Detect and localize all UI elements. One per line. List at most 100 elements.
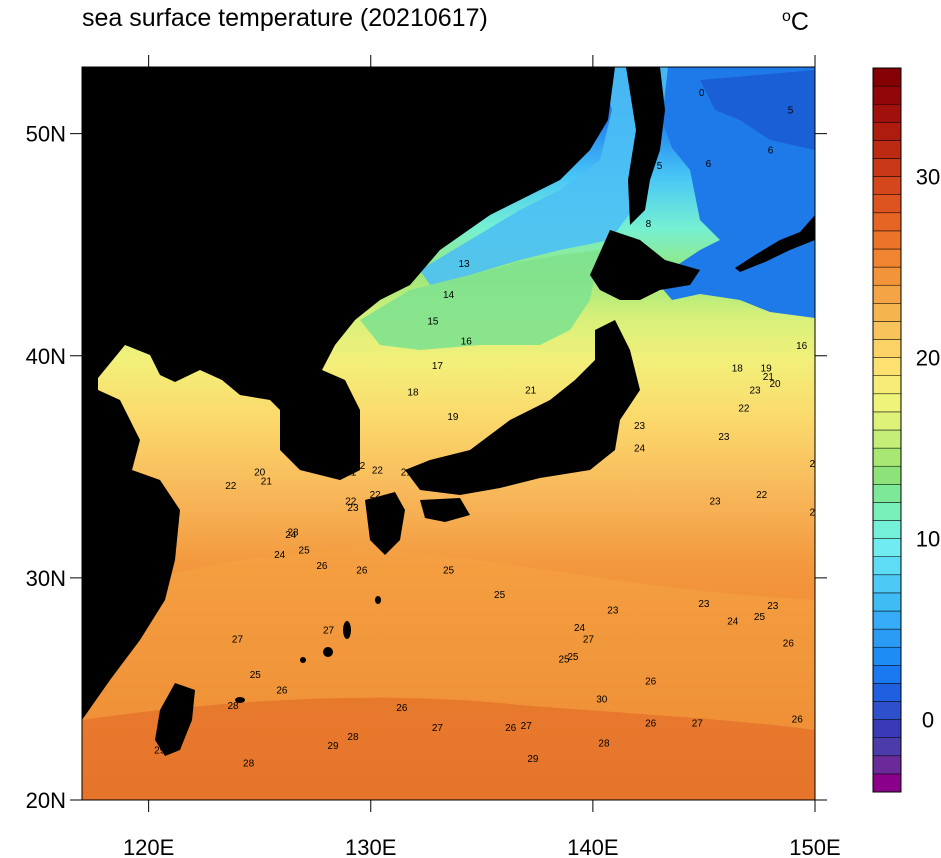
contour-label: 23 — [767, 601, 779, 612]
colorbar-swatch — [872, 683, 902, 702]
contour-label: 13 — [458, 259, 470, 270]
contour-label: 22 — [738, 403, 750, 414]
contour-label: 29 — [527, 754, 539, 765]
contour-label: 23 — [634, 421, 646, 432]
colorbar-swatch — [872, 284, 902, 304]
sakhalin-island — [626, 67, 665, 225]
contour-label: 26 — [396, 703, 408, 714]
contour-label: 28 — [243, 759, 255, 770]
plot-frame — [81, 66, 816, 801]
colorbar-swatch — [872, 375, 902, 395]
contour-label: 0 — [699, 88, 705, 99]
colorbar-swatch — [872, 628, 902, 648]
contour-label: 22 — [809, 459, 821, 470]
contour-label: 23 — [749, 386, 761, 397]
contour-label: 27 — [232, 634, 244, 645]
contour-label: 18 — [732, 363, 744, 374]
colorbar-label-20: 20 — [916, 346, 940, 371]
contour-label: 5 — [788, 106, 794, 117]
contour-label: 23 — [607, 605, 619, 616]
contour-label: 20 — [310, 459, 322, 470]
y-tick-label-20: 20N — [26, 788, 66, 813]
contour-label: 27 — [323, 625, 335, 636]
colorbar-swatch — [872, 592, 902, 612]
colorbar-swatch — [872, 610, 902, 630]
contour-label: 23 — [718, 432, 730, 443]
colorbar-swatch — [872, 194, 902, 214]
colorbar-swatch — [872, 158, 902, 177]
contour-label: 20 — [530, 423, 542, 434]
contour-label-group: 30 29 29 29 28 28 28 28 27 27 27 27 27 27 26 26 26 26 26 25… — [150, 88, 821, 770]
contour-label: 20 — [769, 379, 781, 390]
contour-label: 23 — [709, 497, 721, 508]
colorbar-swatch — [872, 719, 902, 738]
colorbar-swatch — [872, 103, 902, 123]
chart-title: sea surface temperature (20210617) — [82, 4, 488, 32]
contour-label: 22 — [345, 497, 357, 508]
contour-label: 25 — [558, 654, 570, 665]
y-axis: 20N 30N 40N 50N — [26, 122, 827, 813]
asian-continent — [82, 67, 615, 720]
taiwan-island — [155, 683, 195, 756]
colorbar-swatch — [872, 447, 902, 467]
contour-label: 25 — [443, 565, 455, 576]
contour-label: 16 — [796, 341, 808, 352]
contour-label: 21 — [261, 477, 273, 488]
x-axis: 120E 130E 140E 150E — [123, 55, 841, 858]
contour-label: 23 — [347, 503, 359, 514]
contour-label: 16 — [461, 337, 473, 348]
hokkaido-island — [590, 230, 700, 300]
contour-label: 27 — [521, 721, 533, 732]
contour-label: 22 — [372, 465, 384, 476]
colorbar-swatch — [872, 665, 902, 684]
contour-label: 15 — [427, 317, 439, 328]
contour-label: 26 — [645, 676, 657, 687]
hot-core-region — [82, 697, 815, 800]
contour-label: 20 — [607, 383, 619, 394]
contour-label: 25 — [494, 590, 506, 601]
contour-label: 22 — [225, 481, 237, 492]
colorbar: 0 10 20 30 — [872, 67, 940, 793]
colorbar-swatch — [872, 248, 902, 268]
colorbar-label-10: 10 — [916, 527, 940, 552]
contour-label: 27 — [692, 719, 704, 730]
contour-label: 8 — [646, 219, 652, 230]
contour-label: 20 — [254, 468, 266, 479]
contour-label: 26 — [505, 723, 517, 734]
contour-label: 24 — [574, 623, 586, 634]
contour-label: 23 — [698, 599, 710, 610]
contour-label: 22 — [612, 397, 624, 408]
contour-label: 19 — [761, 363, 773, 374]
korean-peninsula — [300, 370, 360, 480]
contour-label: 23 — [287, 528, 299, 539]
colorbar-swatch — [872, 393, 902, 413]
contour-label: 29 — [154, 745, 166, 756]
colorbar-swatch — [872, 773, 902, 793]
colorbar-swatch — [872, 303, 902, 322]
colorbar-swatch — [872, 339, 902, 358]
units-label: oC — [782, 8, 809, 36]
contour-label: 21 — [809, 508, 821, 519]
colorbar-swatch — [872, 701, 902, 720]
colorbar-label-30: 30 — [916, 165, 940, 190]
contour-label: 22 — [370, 490, 382, 501]
colorbar-swatch — [872, 429, 902, 449]
contour-label: 29 — [327, 741, 339, 752]
cold-water-region-inner — [700, 70, 815, 150]
colorbar-frame — [872, 67, 902, 793]
kyushu-island — [365, 492, 405, 555]
colorbar-swatch — [872, 176, 902, 195]
plot-area — [82, 67, 815, 800]
colorbar-swatch — [872, 646, 902, 666]
contour-label: 22 — [150, 483, 162, 494]
contour-label: 19 — [447, 412, 459, 423]
contour-label: 21 — [525, 386, 537, 397]
colorbar-swatch — [872, 266, 902, 286]
y-tick-label-50: 50N — [26, 122, 66, 147]
contour-label: 17 — [432, 361, 444, 372]
contour-label: 24 — [634, 443, 646, 454]
kamchatka-kurils — [735, 215, 815, 272]
colorbar-swatch — [872, 538, 902, 557]
contour-label: 22 — [354, 461, 366, 472]
